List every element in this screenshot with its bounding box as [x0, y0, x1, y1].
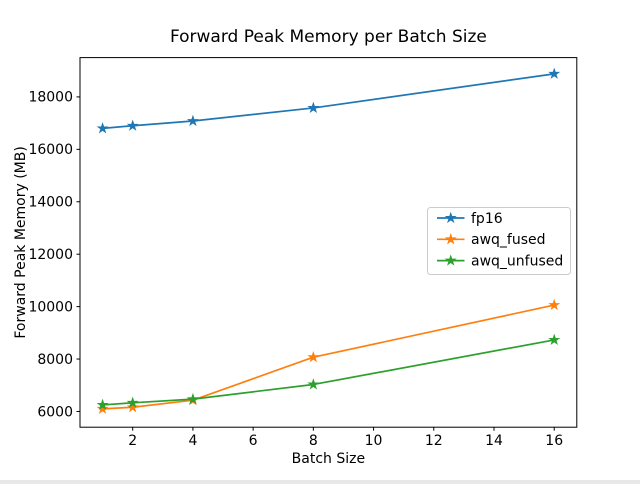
x-tick-label: 14 [485, 433, 503, 449]
marker-awq_fused [126, 401, 139, 413]
y-tick-label: 6000 [37, 404, 73, 420]
marker-fp16 [186, 114, 199, 127]
legend-item-fp16: fp16 [437, 211, 503, 227]
x-tick-label: 4 [188, 433, 197, 449]
x-axis-label: Batch Size [292, 451, 365, 467]
marker-fp16 [96, 122, 109, 134]
y-axis-label: Forward Peak Memory (MB) [13, 146, 29, 338]
legend-marker [444, 233, 457, 245]
legend-marker [444, 254, 457, 266]
marker-fp16 [307, 101, 320, 113]
marker-fp16 [548, 67, 561, 79]
axes-frame [79, 57, 578, 428]
legend-item-awq_fused: awq_fused [437, 232, 546, 248]
marker-awq_fused [548, 298, 561, 311]
series-layer [96, 67, 561, 414]
x-tick-label: 16 [545, 433, 563, 449]
x-tick-label: 2 [128, 433, 137, 449]
legend-label-awq_unfused: awq_unfused [471, 253, 563, 269]
legend-marker [444, 211, 457, 224]
legend-item-awq_unfused: awq_unfused [437, 253, 563, 269]
y-tick-label: 10000 [28, 299, 73, 315]
y-tick-label: 12000 [28, 247, 73, 263]
legend-label-fp16: fp16 [471, 211, 503, 227]
marker-awq_fused [96, 402, 109, 414]
chart-title: Forward Peak Memory per Batch Size [170, 27, 487, 47]
series-line-awq_unfused [102, 339, 555, 406]
x-tick-label: 10 [365, 433, 383, 449]
marker-awq_unfused [307, 378, 320, 390]
marker-awq_unfused [96, 398, 109, 410]
y-tick-label: 18000 [28, 90, 73, 106]
legend-label-awq_fused: awq_fused [471, 232, 546, 248]
marker-awq_unfused [126, 396, 139, 408]
marker-fp16 [126, 119, 139, 131]
series-line-awq_fused [102, 304, 555, 410]
x-tick-label: 8 [309, 433, 318, 449]
legend: fp16 awq_fused awq_unfused [427, 207, 571, 275]
marker-awq_unfused [548, 333, 561, 345]
y-tick-label: 16000 [28, 142, 73, 158]
y-tick-label: 8000 [37, 352, 73, 368]
marker-awq_unfused [186, 392, 199, 405]
x-tick-label: 6 [249, 433, 258, 449]
marker-awq_fused [307, 350, 320, 363]
legend-frame [427, 207, 571, 275]
x-tick-label: 12 [425, 433, 443, 449]
series-line-fp16 [102, 73, 555, 130]
ticks-layer: 2 4 6 8 10 12 14 16 6000 8000 10000 12000 14000 16000… [28, 90, 563, 449]
y-tick-label: 14000 [28, 195, 73, 211]
